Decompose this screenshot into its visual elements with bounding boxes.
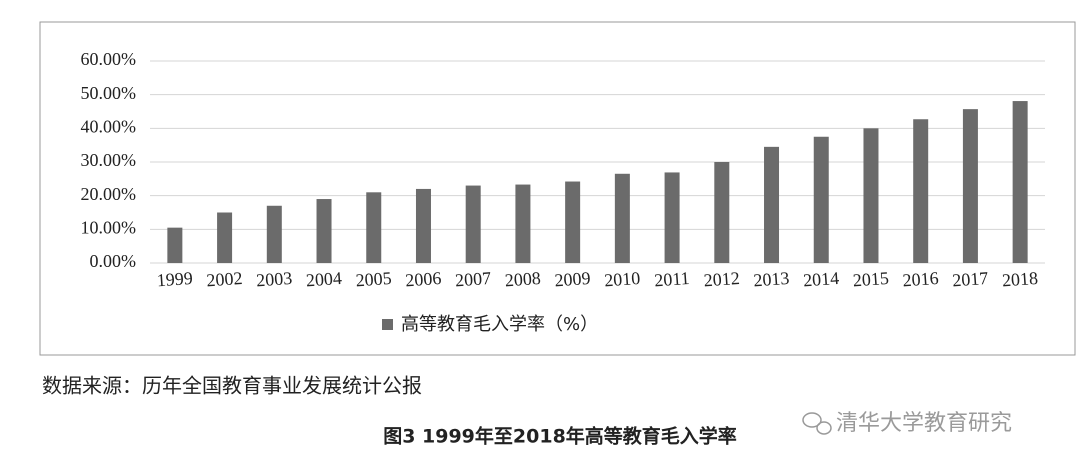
source-note: 数据来源：历年全国教育事业发展统计公报 bbox=[42, 374, 422, 398]
y-tick-label: 40.00% bbox=[81, 116, 137, 136]
legend-label: 高等教育毛入学率（%） bbox=[401, 314, 598, 335]
x-tick-label: 2012 bbox=[703, 268, 740, 290]
y-tick-label: 30.00% bbox=[81, 150, 137, 170]
bar bbox=[614, 173, 630, 263]
bar bbox=[217, 212, 233, 263]
bar bbox=[515, 184, 531, 263]
bar bbox=[1012, 101, 1028, 264]
bar bbox=[366, 192, 382, 263]
bar bbox=[863, 128, 879, 263]
x-tick-label: 2008 bbox=[504, 268, 541, 290]
watermark: 清华大学教育研究 bbox=[836, 411, 1012, 436]
bar bbox=[465, 185, 481, 263]
bar bbox=[764, 146, 780, 263]
y-tick-label: 50.00% bbox=[81, 83, 137, 103]
x-tick-label: 2004 bbox=[305, 268, 342, 290]
y-tick-label: 10.00% bbox=[81, 217, 137, 237]
bar bbox=[266, 205, 282, 263]
bar bbox=[714, 162, 730, 263]
y-tick-label: 20.00% bbox=[81, 184, 137, 204]
x-tick-label: 2006 bbox=[405, 268, 442, 290]
bar bbox=[813, 136, 829, 263]
legend-swatch bbox=[382, 319, 393, 330]
x-tick-label: 2013 bbox=[753, 268, 790, 290]
x-tick-label: 2016 bbox=[902, 268, 939, 290]
x-tick-label: 2005 bbox=[355, 268, 392, 290]
x-tick-label: 2015 bbox=[852, 268, 889, 290]
bar bbox=[415, 188, 431, 263]
caption: 图3 1999年至2018年高等教育毛入学率 bbox=[383, 425, 737, 448]
watermark-icon bbox=[802, 412, 832, 435]
bar bbox=[664, 172, 680, 263]
x-tick-label: 2018 bbox=[1001, 268, 1038, 290]
x-tick-label: 2007 bbox=[454, 268, 491, 290]
chart-frame bbox=[39, 21, 1076, 356]
bar bbox=[565, 181, 581, 263]
bar bbox=[167, 227, 183, 263]
x-tick-label: 2010 bbox=[604, 268, 641, 290]
bar bbox=[913, 119, 929, 263]
bar bbox=[962, 109, 978, 263]
x-tick-label: 2017 bbox=[952, 268, 989, 290]
bar bbox=[316, 199, 332, 263]
x-tick-label: 2009 bbox=[554, 268, 591, 290]
x-tick-label: 2002 bbox=[206, 268, 243, 290]
y-tick-label: 0.00% bbox=[90, 251, 137, 271]
x-tick-label: 2003 bbox=[256, 268, 293, 290]
y-tick-label: 60.00% bbox=[81, 49, 137, 69]
x-tick-label: 2011 bbox=[654, 268, 691, 290]
x-tick-label: 1999 bbox=[156, 268, 193, 290]
x-tick-label: 2014 bbox=[802, 268, 839, 290]
